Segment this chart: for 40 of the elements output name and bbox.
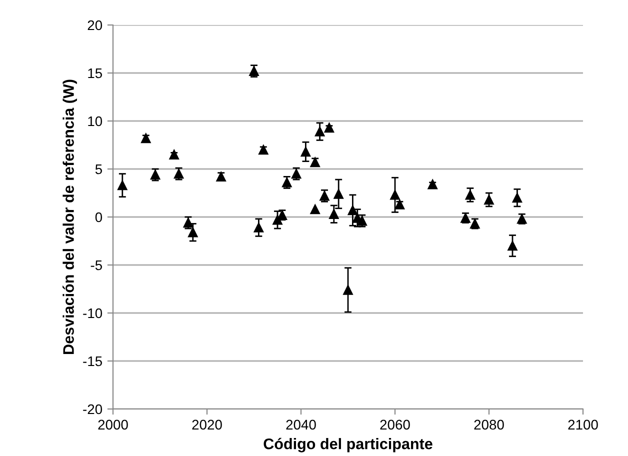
x-tick-label: 2080 bbox=[474, 420, 504, 430]
y-tick-label: 0 bbox=[95, 212, 102, 222]
point bbox=[508, 240, 518, 251]
point bbox=[343, 285, 353, 295]
point bbox=[300, 146, 311, 157]
y-axis-title: Desviación del valor de referencia (W) bbox=[62, 80, 77, 354]
point bbox=[216, 172, 226, 182]
point bbox=[141, 133, 151, 144]
point bbox=[118, 180, 128, 190]
point bbox=[348, 205, 358, 216]
point bbox=[254, 222, 264, 232]
point bbox=[334, 189, 344, 199]
point bbox=[320, 191, 330, 201]
point bbox=[258, 144, 268, 155]
y-tick-label: -5 bbox=[90, 260, 102, 270]
y-tick-label: 5 bbox=[95, 164, 102, 174]
point bbox=[465, 190, 476, 200]
y-tick-label: 15 bbox=[88, 68, 102, 78]
point bbox=[314, 126, 325, 136]
point bbox=[512, 192, 522, 203]
point bbox=[188, 228, 198, 238]
y-tick-label: 20 bbox=[88, 20, 102, 30]
x-tick-label: 2100 bbox=[568, 420, 598, 430]
point bbox=[484, 194, 494, 205]
point bbox=[329, 209, 339, 219]
x-tick-label: 2020 bbox=[192, 420, 222, 430]
point bbox=[310, 157, 320, 168]
point bbox=[394, 200, 405, 210]
x-axis-title: Código del participante bbox=[264, 438, 432, 452]
y-tick-label: -15 bbox=[83, 356, 102, 366]
x-tick-label: 2000 bbox=[98, 420, 128, 430]
y-tick-label: 10 bbox=[88, 116, 102, 126]
point bbox=[390, 190, 400, 200]
x-tick-label: 2060 bbox=[380, 420, 410, 430]
y-tick-label: -10 bbox=[83, 308, 102, 318]
point bbox=[428, 180, 438, 190]
y-tick-label: -20 bbox=[83, 404, 102, 414]
x-tick-label: 2040 bbox=[286, 420, 316, 430]
point bbox=[310, 204, 320, 214]
point bbox=[324, 122, 334, 133]
